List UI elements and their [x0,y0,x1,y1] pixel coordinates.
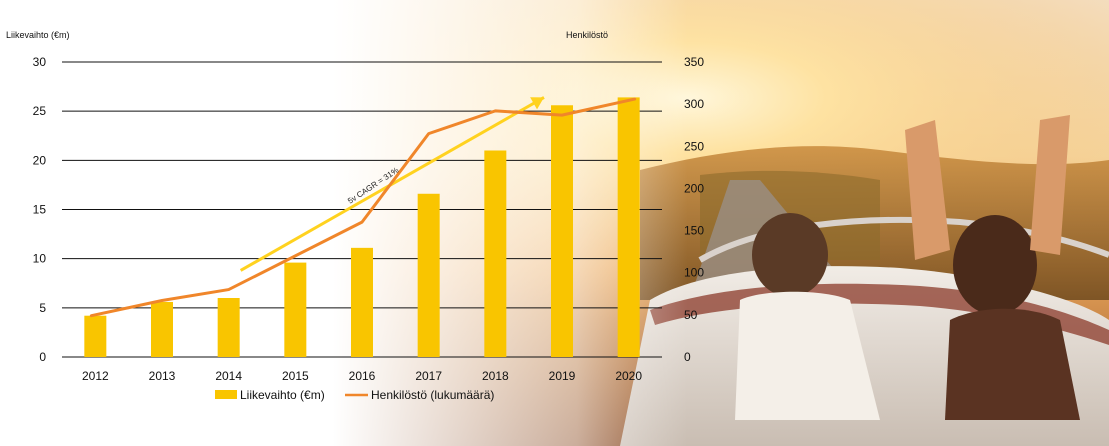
left-tick-label: 20 [33,153,47,167]
revenue-bars [84,97,640,358]
x-tick-label: 2017 [415,369,442,383]
x-tick-label: 2020 [615,369,642,383]
bar-2017 [417,193,440,357]
right-tick-label: 100 [684,266,704,280]
left-axis-title: Liikevaihto (€m) [6,30,70,40]
legend: Liikevaihto (€m) Henkilöstö (lukumäärä) [215,388,494,402]
x-tick-label: 2019 [549,369,576,383]
left-tick-label: 15 [33,203,47,217]
right-tick-label: 0 [684,350,691,364]
left-tick-label: 30 [33,55,47,69]
x-tick-label: 2015 [282,369,309,383]
legend-bar-label: Liikevaihto (€m) [240,388,325,402]
right-tick-label: 350 [684,55,704,69]
legend-line-label: Henkilöstö (lukumäärä) [371,388,494,402]
left-tick-label: 0 [39,350,46,364]
bar-2020 [617,97,640,358]
bar-2016 [351,247,373,357]
left-axis-ticks: 0 5 10 15 20 25 30 [33,55,47,364]
right-tick-label: 50 [684,308,698,322]
cagr-arrow-head [530,97,544,110]
left-tick-label: 5 [39,301,46,315]
right-tick-label: 250 [684,139,704,153]
staff-line [89,97,637,318]
bar-2015 [284,262,307,357]
left-tick-label: 25 [33,104,47,118]
x-axis-ticks: 2012 2013 2014 2015 2016 2017 2018 2019 2020 [82,369,642,383]
right-tick-label: 200 [684,181,704,195]
right-tick-label: 300 [684,97,704,111]
right-axis-title: Henkilöstö [566,30,608,40]
x-tick-label: 2016 [349,369,376,383]
right-axis-ticks: 0 50 100 150 200 250 300 350 [684,55,704,364]
x-tick-label: 2014 [215,369,242,383]
x-tick-label: 2013 [149,369,176,383]
bar-2012 [84,315,107,357]
bar-2019 [551,105,573,358]
x-tick-label: 2018 [482,369,509,383]
bar-2013 [151,301,173,357]
bar-2014 [217,298,240,357]
right-tick-label: 150 [684,224,704,238]
left-tick-label: 10 [33,252,47,266]
x-tick-label: 2012 [82,369,109,383]
bar-2018 [484,150,507,357]
legend-bar-swatch [215,390,237,399]
